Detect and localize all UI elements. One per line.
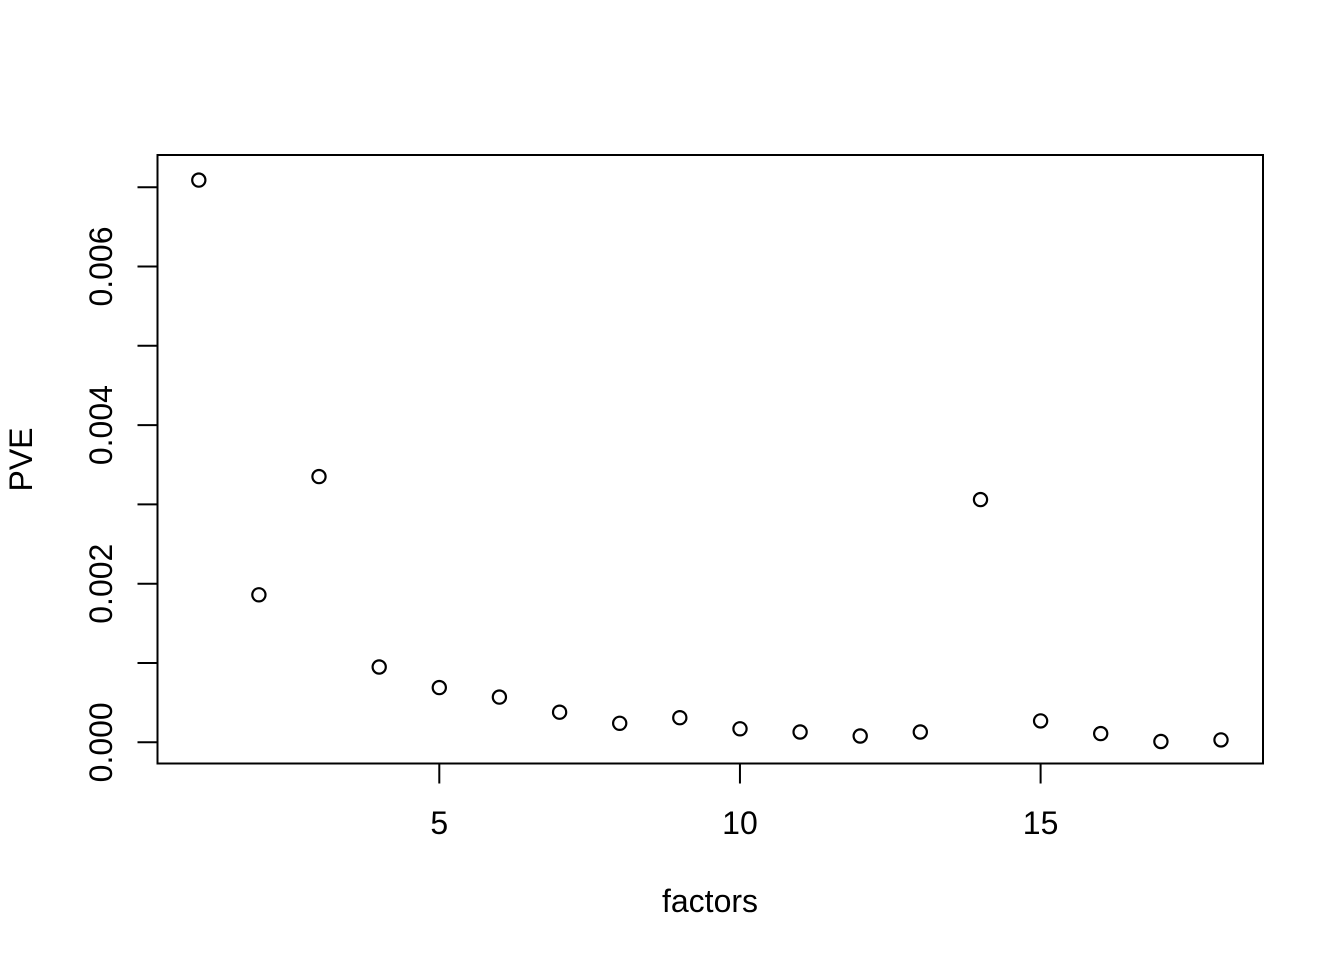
data-point-10 [732,721,748,737]
y-tick-label-0.000: 0.000 [83,702,119,782]
data-point-16 [1092,725,1109,742]
x-tick-label-5: 5 [430,805,448,841]
x-axis-label: factors [662,883,758,919]
data-point-9 [672,710,688,726]
plot-box [156,154,1264,765]
x-axis-tick-labels: 5 10 15 [430,805,1058,841]
data-point-6 [491,689,508,705]
y-tick-label-0.002: 0.002 [83,544,119,624]
data-point-18 [1213,732,1229,748]
data-point-15 [1032,713,1049,729]
data-points [191,172,1229,750]
data-point-5 [431,679,447,696]
x-tick-label-15: 15 [1023,805,1059,841]
data-point-3 [311,468,327,485]
data-point-14 [972,491,989,508]
data-point-13 [912,724,929,740]
data-point-12 [852,728,868,744]
data-point-17 [1153,733,1169,750]
data-point-8 [612,715,628,732]
data-point-11 [792,724,808,740]
y-axis-tick-labels: 0.000 0.002 0.004 0.006 [83,226,119,782]
y-axis-label: PVE [3,427,39,491]
data-point-1 [191,172,207,188]
data-point-4 [371,659,387,675]
y-axis-ticks [137,186,158,744]
x-axis-ticks [438,763,1042,784]
y-tick-label-0.004: 0.004 [83,385,119,465]
data-point-7 [551,704,568,720]
x-tick-label-10: 10 [722,805,758,841]
y-tick-label-0.006: 0.006 [83,226,119,306]
data-point-2 [251,587,267,603]
